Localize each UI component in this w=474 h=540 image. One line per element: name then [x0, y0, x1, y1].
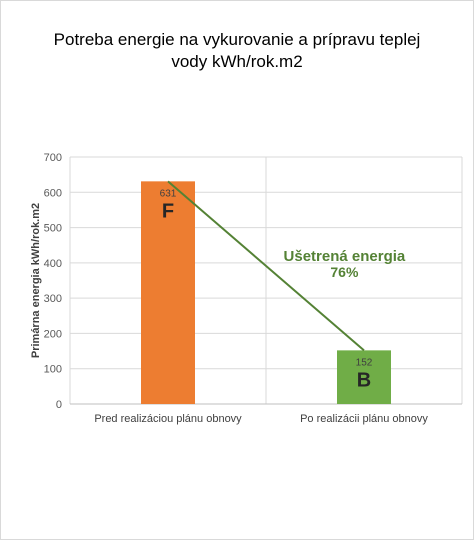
x-tick-label: Pred realizáciou plánu obnovy [94, 413, 242, 425]
x-tick-label: Po realizácii plánu obnovy [300, 413, 428, 425]
y-tick-label: 500 [44, 223, 62, 235]
bar-1 [141, 181, 195, 404]
savings-line [167, 180, 365, 352]
y-axis-title: Primárna energia kWh/rok.m2 [30, 203, 42, 358]
y-tick-label: 300 [44, 293, 62, 305]
y-tick-label: 100 [44, 364, 62, 376]
y-tick-label: 0 [56, 399, 62, 411]
data-label: 631 [160, 188, 177, 199]
energy-class-letter: F [162, 200, 174, 222]
data-label: 152 [356, 357, 373, 368]
bar-2 [337, 350, 391, 404]
chart-title-line-1: Potreba energie na vykurovanie a príprav… [53, 30, 421, 49]
savings-percent: 76% [330, 264, 359, 280]
chart-title-line-2: vody kWh/rok.m2 [171, 52, 303, 71]
y-tick-label: 700 [44, 152, 62, 164]
y-tick-label: 400 [44, 258, 62, 270]
savings-annotation: Ušetrená energia [284, 248, 406, 265]
y-tick-label: 200 [44, 328, 62, 340]
energy-class-letter: B [357, 369, 371, 391]
y-tick-label: 600 [44, 187, 62, 199]
